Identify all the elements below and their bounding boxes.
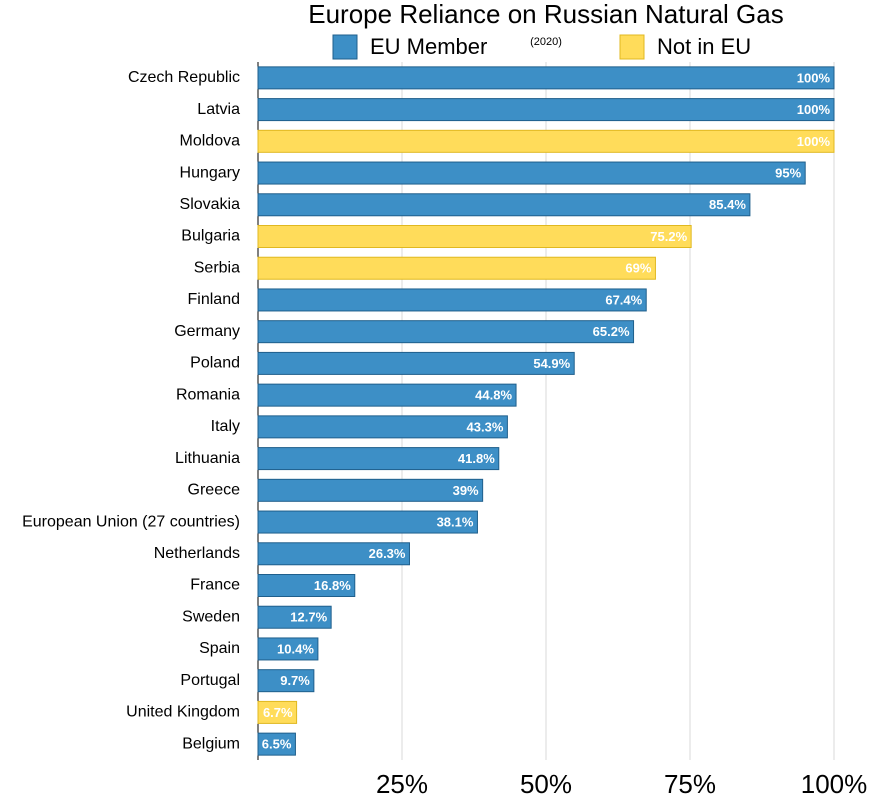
bar: [257, 415, 508, 439]
y-tick-label: Portugal: [180, 672, 240, 689]
y-tick-label: United Kingdom: [126, 704, 240, 721]
bar: [257, 478, 484, 502]
y-tick-label: Moldova: [180, 133, 241, 150]
value-label: 67.4%: [605, 292, 642, 307]
value-label: 100%: [797, 70, 831, 85]
bar: [257, 320, 635, 344]
x-tick-label: 100%: [801, 769, 868, 799]
bar: [257, 510, 478, 534]
y-tick-label: Romania: [176, 386, 240, 403]
value-label: 85.4%: [709, 197, 746, 212]
y-tick-label: Netherlands: [154, 545, 240, 562]
bar: [257, 637, 319, 661]
value-label: 44.8%: [475, 388, 512, 403]
value-label: 16.8%: [314, 578, 351, 593]
y-tick-label: European Union (27 countries): [22, 513, 240, 530]
y-tick-label: Spain: [199, 640, 240, 657]
bar: [257, 542, 410, 566]
x-tick-label: 50%: [520, 769, 572, 799]
value-label: 38.1%: [437, 514, 474, 529]
legend-swatch: [619, 34, 645, 60]
bar: [257, 732, 296, 756]
value-label: 26.3%: [369, 546, 406, 561]
chart-title: Europe Reliance on Russian Natural Gas: [308, 0, 783, 29]
value-label: 65.2%: [593, 324, 630, 339]
value-label: 69%: [625, 261, 651, 276]
value-label: 41.8%: [458, 451, 495, 466]
x-tick-label: 75%: [664, 769, 716, 799]
y-tick-label: Serbia: [194, 259, 240, 276]
bar: [257, 129, 835, 153]
bar: [257, 256, 656, 280]
bar: [257, 383, 517, 407]
bar: [257, 700, 298, 724]
value-label: 54.9%: [533, 356, 570, 371]
legend-label: EU Member: [370, 34, 487, 59]
bar: [257, 225, 692, 248]
value-label: 9.7%: [280, 673, 310, 688]
value-label: 10.4%: [277, 641, 314, 656]
bar: [257, 669, 315, 693]
bar: [257, 351, 575, 375]
y-tick-label: Lithuania: [175, 450, 240, 467]
bar: [257, 447, 500, 471]
bar: [257, 288, 647, 312]
value-label: 75.2%: [650, 229, 687, 244]
value-label: 43.3%: [467, 419, 504, 434]
value-label: 6.5%: [262, 737, 292, 752]
legend-swatch: [332, 34, 358, 60]
legend-label: Not in EU: [657, 34, 751, 59]
value-label: 100%: [797, 102, 831, 117]
chart-subtitle: (2020): [530, 36, 562, 48]
value-label: 39%: [453, 483, 479, 498]
y-tick-label: Czech Republic: [128, 69, 240, 86]
y-tick-label: Greece: [188, 482, 241, 499]
bar: [257, 605, 332, 629]
bar: [257, 66, 835, 90]
value-label: 100%: [797, 134, 831, 149]
y-tick-label: Sweden: [182, 608, 240, 625]
value-label: 6.7%: [263, 705, 293, 720]
y-tick-label: France: [190, 577, 240, 594]
y-tick-label: Poland: [190, 355, 240, 372]
y-tick-label: Belgium: [182, 735, 240, 752]
bar: [257, 161, 806, 185]
bar: [257, 193, 751, 217]
y-tick-label: Finland: [188, 291, 240, 308]
y-tick-label: Slovakia: [180, 196, 241, 213]
y-tick-label: Bulgaria: [181, 228, 240, 245]
x-tick-label: 25%: [376, 769, 428, 799]
bar: [257, 98, 835, 122]
y-tick-label: Latvia: [197, 101, 240, 118]
value-label: 12.7%: [290, 610, 327, 625]
y-tick-label: Germany: [174, 323, 240, 340]
bar: [257, 574, 356, 597]
y-tick-label: Italy: [211, 418, 240, 435]
value-label: 95%: [775, 165, 801, 180]
y-tick-label: Hungary: [180, 164, 240, 181]
